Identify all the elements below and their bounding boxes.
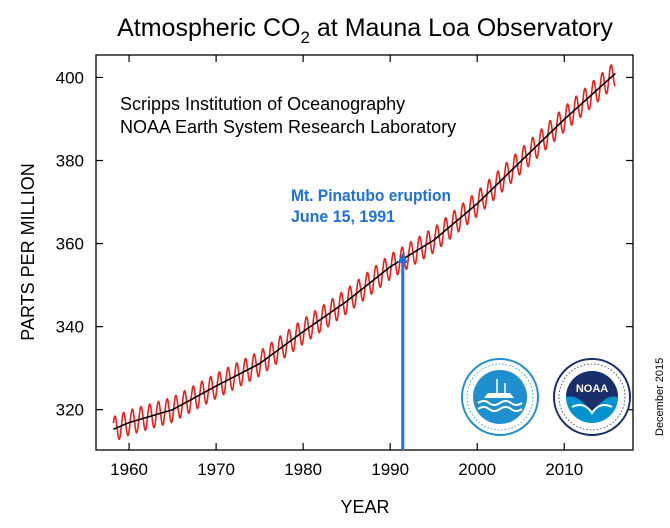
x-tick-label: 2000	[458, 460, 496, 479]
y-tick-label: 400	[56, 68, 84, 87]
credit-line-scripps: Scripps Institution of Oceanography	[120, 94, 405, 114]
y-axis-label: PARTS PER MILLION	[18, 163, 38, 340]
credit-line-noaa: NOAA Earth System Research Laboratory	[120, 117, 456, 137]
annotation-line-1: Mt. Pinatubo eruption	[291, 186, 451, 205]
x-tick-label: 1970	[197, 460, 235, 479]
y-tick-label: 320	[56, 401, 84, 420]
plot-frame	[95, 54, 634, 451]
noaa-logo: NOAA	[553, 358, 631, 436]
series-layer	[112, 64, 616, 441]
svg-text:NOAA: NOAA	[576, 383, 608, 395]
annotation-arrow	[397, 252, 408, 450]
chart-title: Atmospheric CO2 at Mauna Loa Observatory	[117, 14, 613, 47]
y-tick-label: 380	[56, 151, 84, 170]
x-tick-label: 2010	[545, 460, 583, 479]
trend-line	[112, 72, 616, 430]
scripps-logo	[461, 358, 539, 436]
x-tick-label: 1990	[371, 460, 409, 479]
x-tick-label: 1960	[110, 460, 148, 479]
y-tick-label: 340	[56, 318, 84, 337]
x-axis-label: YEAR	[340, 497, 389, 517]
x-tick-label: 1980	[284, 460, 322, 479]
axis-ticks: 1960 1970 1980 1990 2000 2010 320 340 360 380 400	[56, 55, 633, 479]
annotation-arrow-head	[397, 252, 408, 263]
annotation-line-2: June 15, 1991	[291, 207, 395, 226]
monthly-co2-line	[112, 64, 616, 441]
y-tick-label: 360	[56, 235, 84, 254]
date-label: December 2015	[654, 358, 666, 436]
